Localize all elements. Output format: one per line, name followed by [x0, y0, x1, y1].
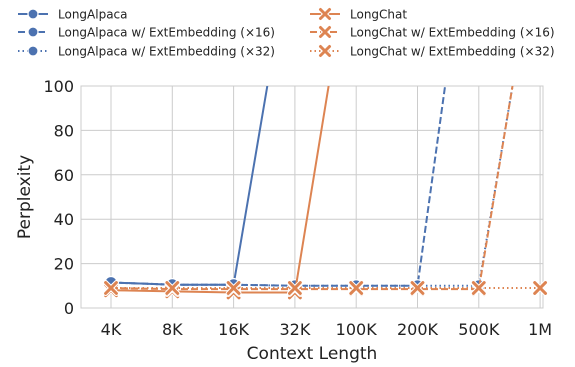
data-point [532, 280, 548, 296]
legend-label: LongAlpaca w/ ExtEmbedding (×32) [58, 45, 275, 59]
y-axis-label: Perplexity [15, 155, 35, 239]
series-longchat-w-extembedding-32 [103, 280, 548, 296]
x-tick-label: 100K [336, 320, 378, 339]
legend: LongAlpaca LongAlpaca w/ ExtEmbedding (×1… [18, 7, 555, 59]
series-line [110, 86, 514, 291]
data-point [164, 280, 181, 296]
data-point [409, 280, 426, 296]
data-point [287, 280, 303, 296]
y-tick-label: 0 [64, 299, 74, 318]
legend-item: LongAlpaca w/ ExtEmbedding (×16) [18, 26, 275, 40]
x-axis-label: Context Length [247, 344, 378, 364]
x-tick-label: 16K [218, 320, 249, 339]
legend-marker [318, 7, 332, 21]
legend-label: LongAlpaca w/ ExtEmbedding (×16) [58, 26, 275, 40]
data-point [225, 280, 242, 296]
legend-label: LongChat [350, 8, 407, 22]
y-tick-label: 40 [54, 210, 74, 229]
legend-item: LongChat w/ ExtEmbedding (×32) [310, 44, 555, 59]
legend-item: LongChat w/ ExtEmbedding (×16) [310, 25, 555, 40]
series-layer [103, 86, 548, 301]
legend-label: LongChat w/ ExtEmbedding (×16) [350, 26, 555, 40]
legend-label: LongChat w/ ExtEmbedding (×32) [350, 45, 555, 59]
legend-item: LongChat [310, 7, 407, 22]
legend-marker [27, 26, 39, 38]
x-tick-label: 4K [101, 320, 122, 339]
x-tick-label: 32K [279, 320, 310, 339]
x-tick-label: 8K [162, 320, 183, 339]
grid [81, 85, 543, 309]
y-tick-label: 20 [54, 255, 74, 274]
legend-label: LongAlpaca [58, 8, 128, 22]
legend-marker [27, 8, 39, 20]
y-tick-label: 100 [43, 77, 74, 96]
legend-item: LongAlpaca w/ ExtEmbedding (×32) [18, 45, 275, 59]
ticks: 4K 8K 16K 32K 100K 200K 500K 1M 0 20 40 60 80 100 [43, 77, 552, 339]
legend-marker [318, 44, 332, 58]
x-tick-label: 200K [397, 320, 439, 339]
data-point [348, 280, 365, 296]
y-tick-label: 60 [54, 166, 74, 185]
legend-item: LongAlpaca [18, 8, 128, 22]
x-tick-label: 500K [458, 320, 500, 339]
data-point [103, 280, 119, 296]
x-tick-label: 1M [528, 320, 552, 339]
legend-marker [318, 25, 332, 39]
y-tick-label: 80 [54, 121, 74, 140]
data-point [470, 280, 487, 296]
legend-marker [27, 45, 39, 57]
plot-area [80, 85, 544, 309]
